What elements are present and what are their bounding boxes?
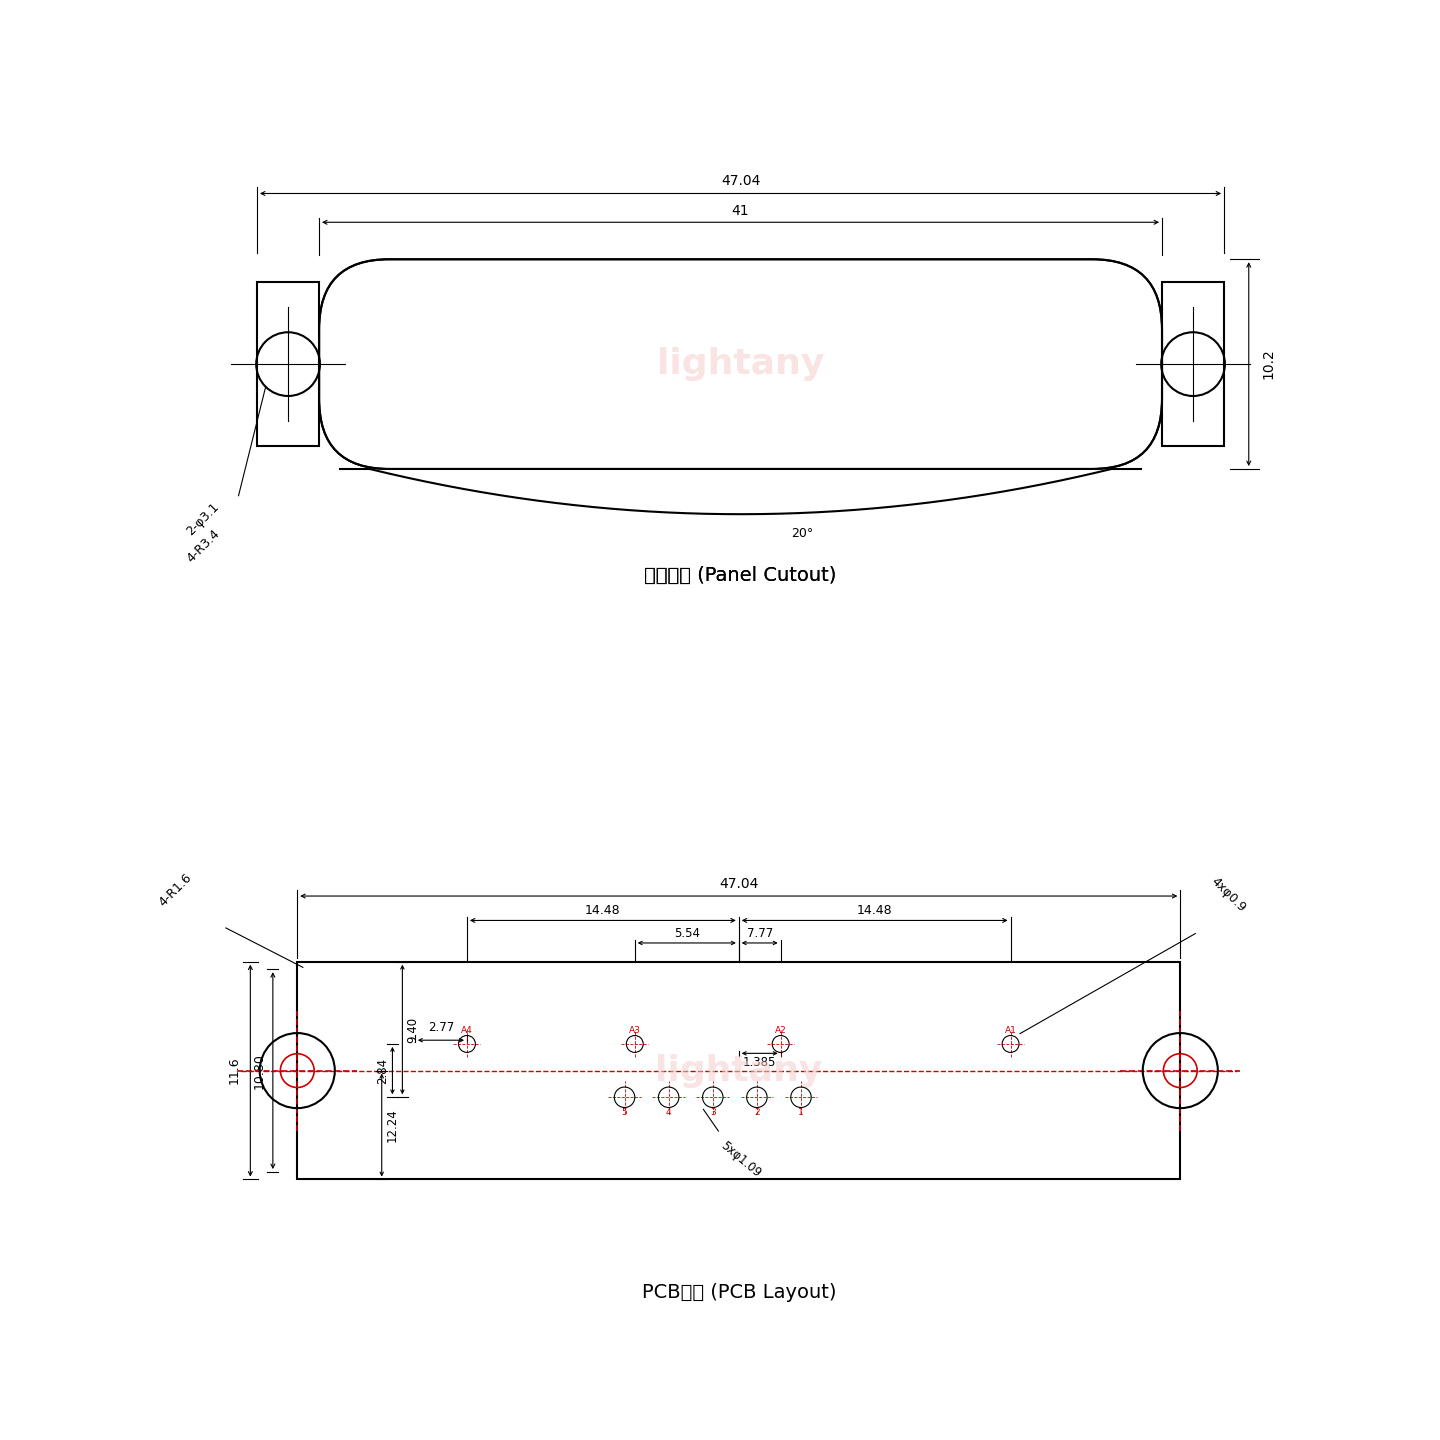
Text: 2: 2 <box>755 1109 760 1117</box>
Text: 10.2: 10.2 <box>1261 348 1274 380</box>
Text: A2: A2 <box>775 1025 786 1034</box>
Text: 2.77: 2.77 <box>428 1021 454 1034</box>
Text: 5: 5 <box>622 1109 628 1117</box>
Text: 1.385: 1.385 <box>743 1056 776 1068</box>
Text: A3: A3 <box>629 1025 641 1034</box>
Text: 5xφ1.09: 5xφ1.09 <box>719 1139 763 1179</box>
Text: 面板开孔 (Panel Cutout): 面板开孔 (Panel Cutout) <box>644 566 837 585</box>
Text: 2-φ3.1: 2-φ3.1 <box>184 500 222 537</box>
Text: 3: 3 <box>710 1109 716 1117</box>
Text: 14.48: 14.48 <box>857 904 893 917</box>
Text: 4-R3.4: 4-R3.4 <box>184 527 222 564</box>
FancyBboxPatch shape <box>320 259 1162 469</box>
Text: 7.77: 7.77 <box>746 927 773 940</box>
Text: 47.04: 47.04 <box>719 877 759 891</box>
Text: 41: 41 <box>732 204 749 217</box>
Text: 4: 4 <box>665 1109 671 1117</box>
Text: A4: A4 <box>461 1025 472 1034</box>
Text: 1: 1 <box>798 1109 804 1117</box>
Text: 4-R1.6: 4-R1.6 <box>156 871 194 909</box>
Bar <box>1162 282 1224 446</box>
Text: 4xφ0.9: 4xφ0.9 <box>1208 876 1248 914</box>
Text: 5.54: 5.54 <box>674 927 700 940</box>
Text: 47.04: 47.04 <box>721 174 760 189</box>
Bar <box>256 282 320 446</box>
Text: 9.40: 9.40 <box>406 1017 419 1043</box>
Text: A1: A1 <box>1005 1025 1017 1034</box>
Text: 11.6: 11.6 <box>228 1057 240 1084</box>
Text: 10.80: 10.80 <box>252 1053 265 1089</box>
Text: 2.84: 2.84 <box>376 1057 389 1084</box>
Text: 14.48: 14.48 <box>585 904 621 917</box>
Bar <box>297 962 1181 1179</box>
Text: 面板开孔 (Panel Cutout): 面板开孔 (Panel Cutout) <box>644 566 837 585</box>
Text: 12.24: 12.24 <box>386 1109 399 1142</box>
Text: 20°: 20° <box>791 527 814 540</box>
Text: lightany: lightany <box>655 1054 822 1087</box>
Text: lightany: lightany <box>657 347 824 382</box>
Text: PCB布局 (PCB Layout): PCB布局 (PCB Layout) <box>642 1283 837 1302</box>
